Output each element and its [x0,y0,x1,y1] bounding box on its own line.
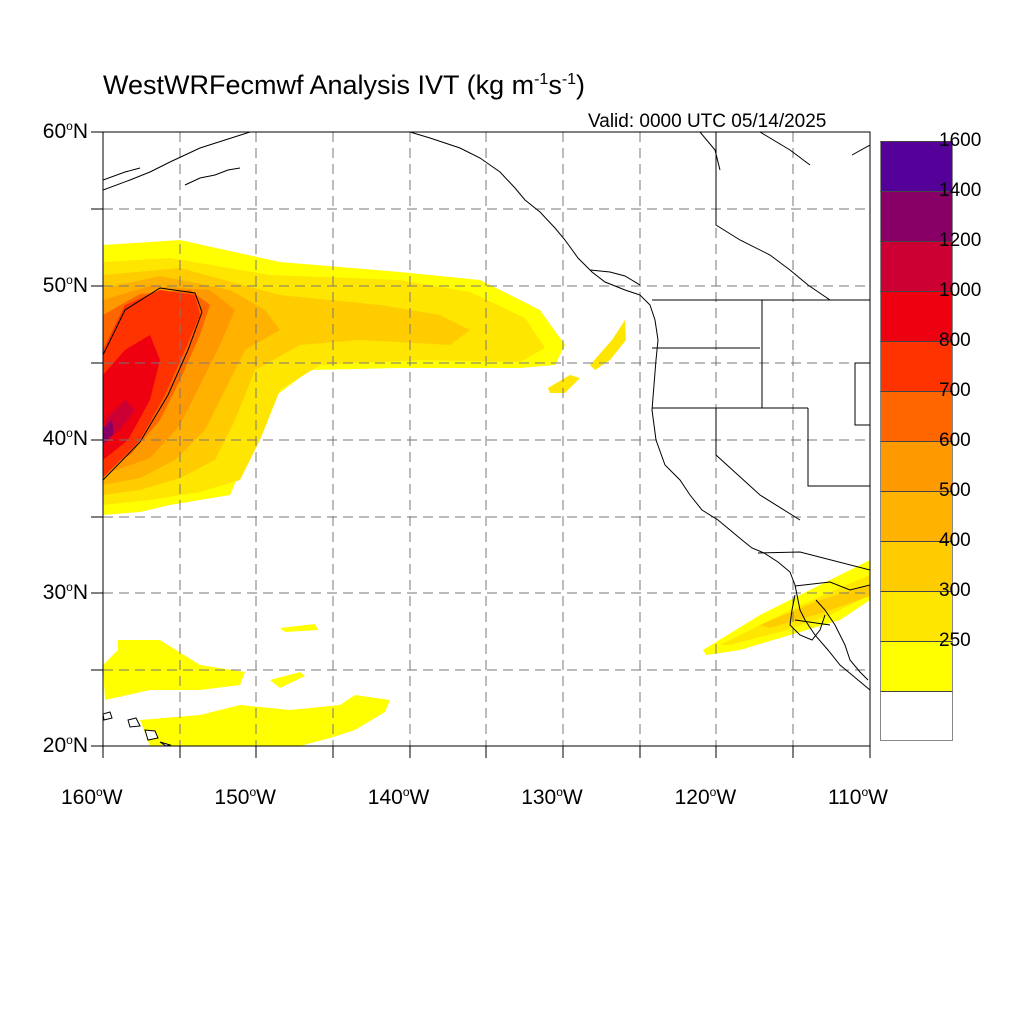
lat-label: 50oN [42,272,88,297]
lon-label: 120oW [674,785,737,809]
colorbar-swatch [880,391,953,441]
valid-time: Valid: 0000 UTC 05/14/2025 [588,111,827,132]
ivt-contour-1400 [103,420,114,444]
ivt-tropical [270,672,305,688]
colorbar-label: 250 [939,630,971,651]
lat-label: 60oN [42,119,88,143]
lon-label: 150oW [214,785,276,809]
colorbar-label: 800 [939,330,971,351]
lon-label: 110oW [828,785,888,809]
ivt-filament [590,320,626,370]
colorbar-swatch [880,591,953,641]
colorbar-swatch [880,141,953,191]
lon-label: 130oW [521,785,583,809]
colorbar-swatch [880,241,953,291]
axis-ticks [91,131,871,758]
colorbar-swatch [880,641,953,691]
lat-label: 30oN [42,579,88,604]
state-borders [652,132,870,626]
colorbar-label: 1200 [939,230,982,251]
ivt-colorbar [880,141,954,741]
colorbar-swatch [880,291,953,341]
colorbar-swatch [880,341,953,391]
hawaii-islands [103,711,172,746]
lat-label: 40oN [42,426,88,450]
colorbar-label: 1000 [939,280,982,301]
coastlines [103,132,870,691]
lat-label: 20oN [42,733,88,757]
colorbar-label: 600 [939,430,971,451]
ivt-baja-250 [703,560,870,655]
colorbar-swatch [880,491,953,541]
colorbar-swatch [880,691,953,741]
colorbar-label: 1600 [939,130,982,151]
colorbar-label: 400 [939,530,971,551]
lon-label: 160oW [61,785,123,809]
colorbar-swatch [880,541,953,591]
ivt-baja-400 [760,585,870,628]
ivt-tropical [280,624,318,632]
colorbar-label: 1400 [939,180,982,201]
ivt-filament [548,375,580,393]
colorbar-swatch [880,191,953,241]
ivt-tropical [140,695,390,746]
colorbar-label: 700 [939,380,971,401]
colorbar-label: 300 [939,580,971,601]
colorbar-label: 500 [939,480,971,501]
lon-label: 140oW [367,785,430,809]
chart-title: WestWRFecmwf Analysis IVT (kg m-1s-1) [103,70,586,100]
ivt-contour-line [103,287,203,481]
colorbar-swatch [880,441,953,491]
